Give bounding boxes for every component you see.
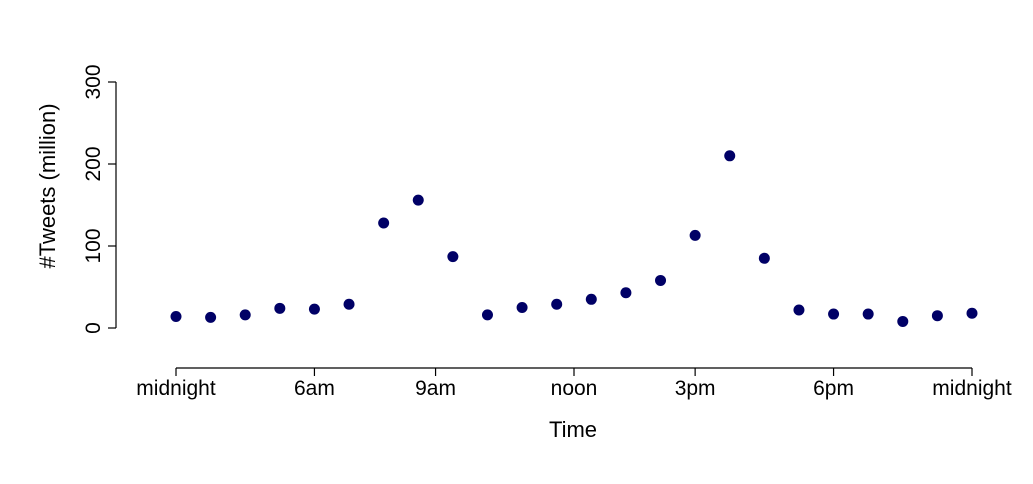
x-tick-label: 6am (294, 377, 335, 400)
x-tick-label: midnight (932, 377, 1012, 400)
data-point (724, 150, 736, 162)
data-point (758, 252, 770, 264)
x-tick-label: 3pm (675, 377, 716, 400)
data-point (343, 298, 355, 310)
data-point (551, 298, 563, 310)
data-point (205, 311, 217, 323)
data-point (897, 315, 909, 327)
y-tick-label: 200 (82, 146, 105, 181)
data-point (239, 309, 251, 321)
data-point (585, 293, 597, 305)
data-point (170, 311, 182, 323)
y-axis: 0 100 200 300 (82, 64, 117, 334)
y-tick-label: 0 (82, 322, 105, 334)
data-point (966, 307, 978, 319)
x-axis-title: Time (549, 417, 597, 442)
data-point (378, 217, 390, 229)
data-point (655, 274, 667, 286)
data-point (308, 303, 320, 315)
data-point (516, 302, 528, 313)
x-axis: midnight 6am 9am noon 3pm 6pm midnight (136, 367, 1012, 400)
data-point (793, 304, 805, 316)
x-tick-label: noon (551, 377, 598, 400)
data-point (620, 287, 632, 299)
y-tick-label: 100 (82, 228, 105, 263)
x-tick-label: 9am (415, 377, 456, 400)
data-point (447, 251, 459, 263)
data-point (481, 309, 493, 321)
x-tick-label: 6pm (813, 377, 854, 400)
x-tick-label: midnight (136, 377, 216, 400)
data-points (170, 150, 978, 327)
data-point (274, 302, 286, 314)
y-axis-title: #Tweets (million) (35, 103, 60, 268)
data-point (828, 308, 840, 320)
data-point (412, 194, 424, 206)
data-point (862, 308, 874, 320)
y-tick-label: 300 (82, 64, 105, 99)
data-point (689, 229, 701, 241)
data-point (931, 310, 943, 322)
